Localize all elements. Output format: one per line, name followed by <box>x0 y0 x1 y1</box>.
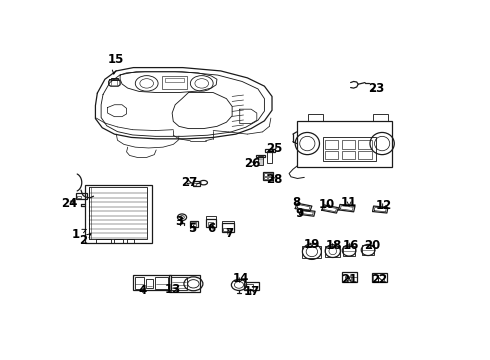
Bar <box>114 239 123 243</box>
Bar <box>85 185 152 243</box>
Bar <box>258 156 263 165</box>
Text: 8: 8 <box>293 196 301 209</box>
Bar <box>268 176 271 179</box>
Bar <box>302 246 321 258</box>
Text: 16: 16 <box>343 239 359 252</box>
Bar <box>133 275 171 291</box>
Text: 23: 23 <box>368 82 385 95</box>
Bar <box>373 275 384 281</box>
Text: 28: 28 <box>266 172 282 185</box>
Bar <box>358 140 372 149</box>
Bar <box>358 151 372 159</box>
Bar <box>75 193 87 199</box>
Bar <box>342 151 355 159</box>
Bar <box>244 282 260 291</box>
Text: 21: 21 <box>341 273 357 286</box>
Bar <box>194 181 200 186</box>
Bar <box>223 228 230 231</box>
Text: 10: 10 <box>319 198 335 211</box>
Text: 26: 26 <box>244 157 260 170</box>
Bar <box>256 155 265 157</box>
Bar <box>325 140 339 149</box>
Text: 6: 6 <box>207 222 216 235</box>
Text: 17: 17 <box>244 285 260 298</box>
Text: 11: 11 <box>341 196 357 209</box>
Bar <box>268 174 271 176</box>
Text: 14: 14 <box>233 272 249 285</box>
Bar <box>372 114 388 121</box>
Bar <box>172 277 187 291</box>
Bar <box>343 246 355 256</box>
Bar <box>190 221 198 227</box>
Bar <box>89 187 147 239</box>
Bar <box>322 138 376 161</box>
Bar <box>222 221 234 223</box>
Text: 3: 3 <box>175 216 183 229</box>
Bar <box>362 245 374 255</box>
Bar <box>325 151 339 159</box>
Text: 4: 4 <box>138 284 146 297</box>
Bar <box>222 223 234 232</box>
Bar <box>267 151 272 163</box>
Bar <box>135 278 144 289</box>
Text: 22: 22 <box>371 273 388 286</box>
Bar <box>126 239 134 243</box>
Bar <box>344 276 351 280</box>
Bar <box>245 284 253 289</box>
Bar <box>263 172 273 180</box>
Bar <box>162 76 187 89</box>
Bar <box>165 78 184 82</box>
Text: 12: 12 <box>376 199 392 212</box>
Bar <box>111 77 118 80</box>
Text: 18: 18 <box>326 239 342 252</box>
Bar <box>265 149 275 152</box>
Text: 7: 7 <box>225 226 234 240</box>
Bar <box>206 216 216 219</box>
Text: 9: 9 <box>295 207 304 220</box>
Text: 24: 24 <box>61 198 78 211</box>
Bar <box>308 114 323 121</box>
Text: 5: 5 <box>188 222 196 235</box>
Bar <box>77 195 81 198</box>
Text: 1: 1 <box>72 228 86 241</box>
Bar <box>325 246 341 257</box>
Bar <box>206 219 216 227</box>
Text: 19: 19 <box>304 238 320 251</box>
Bar <box>208 222 213 226</box>
Text: 13: 13 <box>165 283 181 296</box>
Bar <box>264 174 268 176</box>
Bar <box>297 121 392 167</box>
Bar <box>155 278 168 289</box>
Bar <box>96 239 111 243</box>
Text: 15: 15 <box>107 53 124 74</box>
Bar <box>191 222 196 226</box>
Text: 27: 27 <box>181 176 198 189</box>
Text: 25: 25 <box>266 142 282 155</box>
Bar <box>342 271 358 282</box>
Text: 2: 2 <box>79 234 91 247</box>
Bar <box>264 176 268 179</box>
Bar <box>372 273 387 282</box>
Bar <box>342 140 355 149</box>
Bar <box>146 279 153 288</box>
Bar <box>170 275 200 292</box>
Text: 20: 20 <box>364 239 380 252</box>
